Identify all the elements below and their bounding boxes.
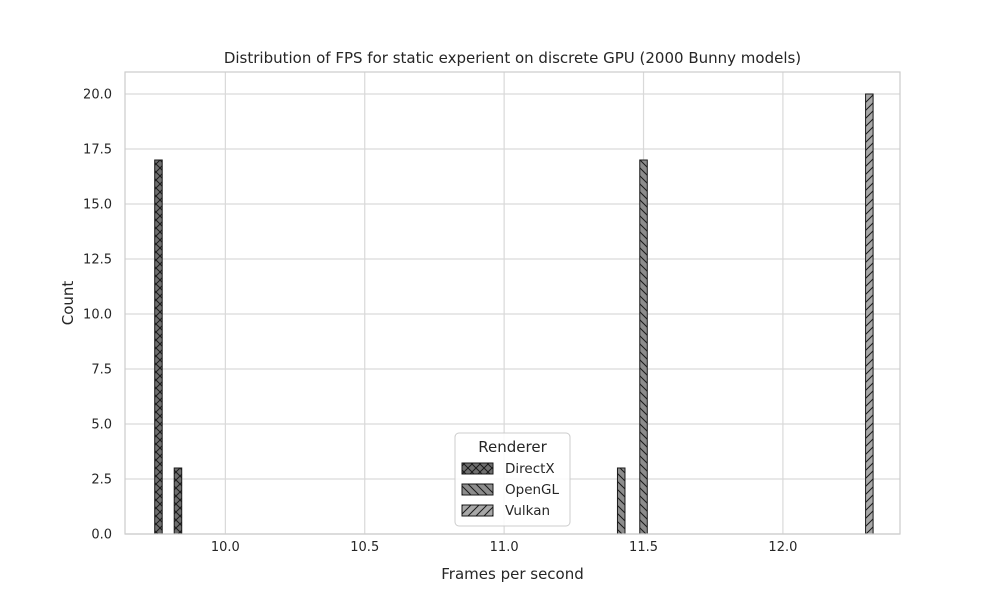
x-tick-label: 10.5 — [350, 540, 379, 555]
x-axis-label: Frames per second — [441, 565, 584, 583]
plot-frame — [124, 71, 901, 535]
x-tick-label: 12.0 — [768, 540, 797, 555]
tick-labels: 10.0 10.5 11.0 11.5 12.0 0.0 2.5 5.0 7.5 10.0 12.5… — [83, 88, 797, 556]
legend: Renderer DirectX OpenGL Vulkan — [454, 432, 571, 527]
y-tick-label: 15.0 — [83, 198, 112, 213]
legend-label-directx: DirectX — [505, 461, 555, 477]
y-tick-label: 10.0 — [83, 308, 112, 323]
bar-vulkan — [865, 93, 874, 535]
y-tick-label: 17.5 — [83, 143, 112, 158]
bar-opengl — [639, 159, 648, 535]
bar-opengl — [616, 467, 626, 535]
bars — [154, 93, 874, 535]
grid-lines — [125, 72, 900, 535]
x-tick-label: 10.0 — [211, 540, 240, 555]
legend-label-opengl: OpenGL — [505, 482, 560, 498]
legend-swatch-opengl — [461, 483, 494, 496]
bar-directx — [154, 159, 163, 535]
y-tick-label: 0.0 — [91, 528, 112, 543]
y-tick-label: 12.5 — [83, 253, 112, 268]
bar-directx — [173, 467, 183, 535]
y-tick-label: 20.0 — [83, 88, 112, 103]
x-tick-label: 11.0 — [490, 540, 519, 555]
y-tick-label: 5.0 — [91, 418, 112, 433]
y-tick-label: 7.5 — [91, 363, 112, 378]
chart-title: Distribution of FPS for static experient… — [224, 49, 801, 67]
legend-swatch-directx — [461, 462, 494, 475]
legend-box — [454, 432, 571, 527]
legend-label-vulkan: Vulkan — [505, 503, 550, 519]
legend-title: Renderer — [478, 438, 547, 456]
x-tick-label: 11.5 — [629, 540, 658, 555]
y-tick-label: 2.5 — [91, 473, 112, 488]
legend-swatch-vulkan — [461, 504, 494, 517]
y-axis-label: Count — [59, 281, 77, 326]
